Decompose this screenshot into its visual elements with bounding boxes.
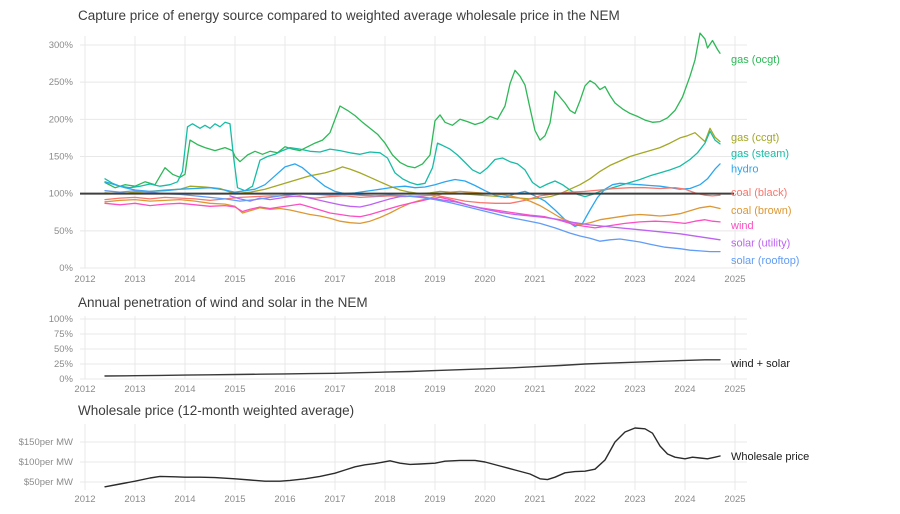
y-tick-label: 0% <box>59 263 73 274</box>
y-tick-label: 150% <box>49 152 74 163</box>
x-tick-label: 2021 <box>524 494 545 505</box>
x-tick-label: 2024 <box>674 274 695 285</box>
chart-title-capture-price: Capture price of energy source compared … <box>78 8 620 23</box>
x-tick-label: 2012 <box>74 384 95 395</box>
y-tick-label: $100per MW <box>19 457 73 468</box>
x-tick-label: 2024 <box>674 384 695 395</box>
chart-wholesale-price: 2012 2013 2014 2015 2016 2017 2018 2019 2020 2021… <box>19 424 809 505</box>
x-tick-label: 2021 <box>524 384 545 395</box>
x-tick-label: 2024 <box>674 494 695 505</box>
x-tick-label: 2020 <box>474 274 495 285</box>
x-tick-label: 2022 <box>574 494 595 505</box>
y-tick-label: 250% <box>49 77 74 88</box>
series-line-solar-rooftop <box>104 190 721 253</box>
x-tick-label: 2018 <box>374 274 395 285</box>
series-label-solar-rooftop: solar (rooftop) <box>731 255 799 267</box>
x-tick-label: 2019 <box>424 384 445 395</box>
series-label-wind: wind <box>730 220 754 232</box>
y-tick-label: 0% <box>59 374 73 385</box>
x-tick-label: 2013 <box>124 274 145 285</box>
chart-capture-price: 2012 2013 2014 2015 2016 2017 2018 2019 2020 2021… <box>49 32 799 285</box>
x-tick-label: 2025 <box>724 384 745 395</box>
y-tick-label: $50per MW <box>24 477 73 488</box>
series-label-gas-ccgt: gas (ccgt) <box>731 132 779 144</box>
x-tick-label: 2012 <box>74 274 95 285</box>
x-tick-label: 2025 <box>724 274 745 285</box>
series-label-wind-solar: wind + solar <box>730 358 790 370</box>
series-line-hydro <box>104 163 721 228</box>
x-tick-label: 2017 <box>324 494 345 505</box>
series-label-gas-ocgt: gas (ocgt) <box>731 54 780 66</box>
x-tick-label: 2018 <box>374 384 395 395</box>
x-tick-label: 2015 <box>224 384 245 395</box>
y-tick-label: 100% <box>49 314 74 325</box>
series-label-solar-utility: solar (utility) <box>731 238 790 250</box>
y-tick-label: 300% <box>49 40 74 51</box>
x-tick-label: 2022 <box>574 384 595 395</box>
x-tick-label: 2020 <box>474 494 495 505</box>
series-line-gas-ocgt <box>104 32 721 189</box>
x-tick-label: 2015 <box>224 274 245 285</box>
x-tick-label: 2018 <box>374 494 395 505</box>
series-line-wind <box>104 196 721 229</box>
x-tick-label: 2012 <box>74 494 95 505</box>
x-tick-label: 2019 <box>424 494 445 505</box>
x-tick-label: 2023 <box>624 274 645 285</box>
x-tick-label: 2017 <box>324 384 345 395</box>
x-tick-label: 2014 <box>174 384 195 395</box>
series-line-wind-solar <box>104 359 721 377</box>
x-tick-label: 2023 <box>624 494 645 505</box>
y-tick-label: 100% <box>49 189 74 200</box>
x-tick-label: 2013 <box>124 494 145 505</box>
chart-title-wind-solar-penetration: Annual penetration of wind and solar in … <box>78 295 368 310</box>
x-tick-label: 2014 <box>174 494 195 505</box>
series-line-gas-steam <box>104 121 721 198</box>
series-label-hydro: hydro <box>731 163 759 175</box>
x-tick-label: 2017 <box>324 274 345 285</box>
x-tick-label: 2016 <box>274 494 295 505</box>
series-line-wholesale-price <box>104 427 721 488</box>
x-tick-label: 2021 <box>524 274 545 285</box>
x-tick-label: 2016 <box>274 274 295 285</box>
x-tick-label: 2013 <box>124 384 145 395</box>
x-tick-label: 2015 <box>224 494 245 505</box>
x-tick-label: 2020 <box>474 384 495 395</box>
x-tick-label: 2016 <box>274 384 295 395</box>
chart-title-wholesale-price: Wholesale price (12-month weighted avera… <box>78 403 355 418</box>
series-label-coal-black: coal (black) <box>731 187 787 199</box>
x-tick-label: 2014 <box>174 274 195 285</box>
y-tick-label: 75% <box>54 329 74 340</box>
chart-wind-solar-penetration: 2012 2013 2014 2015 2016 2017 2018 2019 2020 2021… <box>49 314 791 395</box>
y-tick-label: $150per MW <box>19 437 73 448</box>
series-label-coal-brown: coal (brown) <box>731 205 792 217</box>
y-tick-label: 200% <box>49 114 74 125</box>
x-tick-label: 2022 <box>574 274 595 285</box>
y-tick-label: 50% <box>54 226 74 237</box>
series-line-solar-utility <box>229 195 721 241</box>
series-label-gas-steam: gas (steam) <box>731 148 789 160</box>
x-tick-label: 2019 <box>424 274 445 285</box>
x-tick-label: 2023 <box>624 384 645 395</box>
x-tick-label: 2025 <box>724 494 745 505</box>
y-tick-label: 25% <box>54 359 74 370</box>
y-tick-label: 50% <box>54 344 74 355</box>
series-label-wholesale-price: Wholesale price <box>731 451 809 463</box>
series-line-coal-black <box>104 187 721 204</box>
